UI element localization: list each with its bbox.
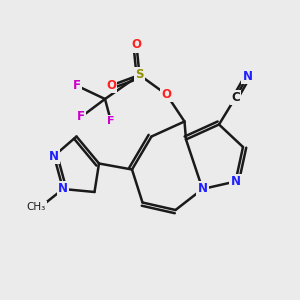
Text: F: F xyxy=(73,79,80,92)
Text: N: N xyxy=(197,182,208,196)
Text: CH₃: CH₃ xyxy=(26,202,46,212)
Text: N: N xyxy=(242,70,253,83)
Text: S: S xyxy=(135,68,144,82)
Text: N: N xyxy=(230,175,241,188)
Text: O: O xyxy=(161,88,172,101)
Text: F: F xyxy=(77,110,85,124)
Text: O: O xyxy=(106,79,116,92)
Text: C: C xyxy=(231,91,240,104)
Text: O: O xyxy=(131,38,142,52)
Text: F: F xyxy=(107,116,115,127)
Text: N: N xyxy=(58,182,68,196)
Text: N: N xyxy=(49,149,59,163)
